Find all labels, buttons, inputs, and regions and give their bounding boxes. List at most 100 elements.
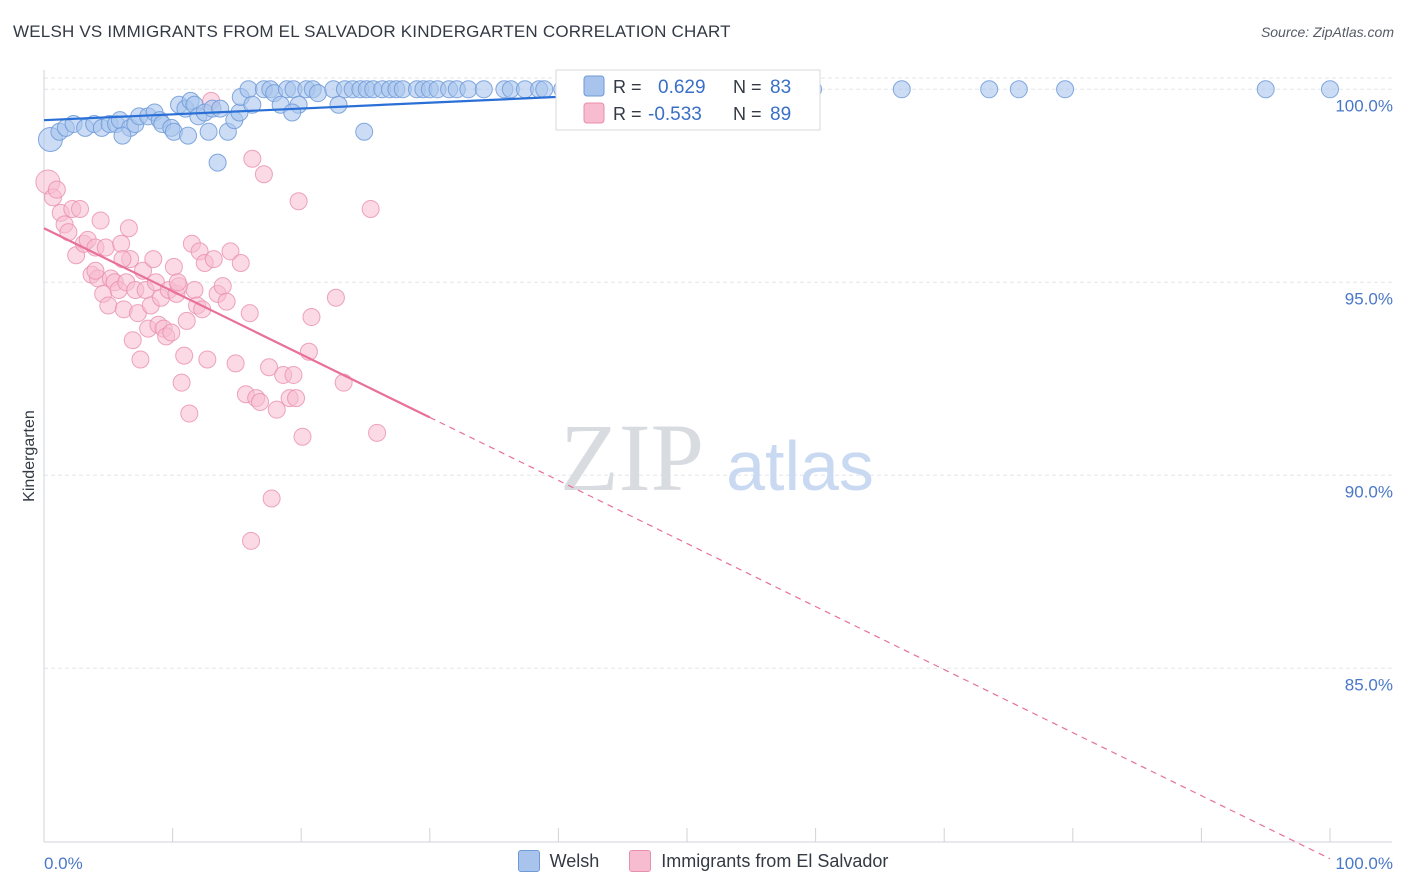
salvador-point (113, 250, 132, 269)
salvador-point (243, 149, 262, 168)
legend-item-welsh: Welsh (517, 850, 600, 872)
source-label: Source: ZipAtlas.com (1260, 24, 1394, 40)
legend-welsh-label: Welsh (549, 850, 600, 871)
salvador-point (226, 354, 245, 373)
salvador-point (162, 323, 181, 342)
welsh-point (535, 80, 554, 99)
salvador-point (177, 311, 196, 330)
welsh-point (208, 153, 227, 172)
salvador-point (293, 427, 312, 446)
salvador-point (204, 250, 223, 269)
legend-salvador-label: Immigrants from El Salvador (661, 850, 889, 871)
salvador-point (119, 219, 138, 238)
salvador-point (334, 373, 353, 392)
legend-swatch-salvador (583, 102, 605, 124)
welsh-swatch (517, 850, 540, 872)
salvador-point (267, 400, 286, 419)
legend-n-value-welsh: 83 (770, 77, 791, 98)
bottom-legend: Welsh Immigrants from El Salvador (0, 850, 1406, 872)
legend-r-value-welsh: 0.629 (658, 77, 706, 98)
salvador-point (231, 254, 250, 272)
legend-r-value-salvador: -0.533 (648, 104, 702, 125)
salvador-point (260, 358, 279, 377)
legend-r-label-welsh: R = (613, 77, 642, 97)
chart-title: WELSH VS IMMIGRANTS FROM EL SALVADOR KIN… (13, 22, 731, 41)
welsh-point (308, 84, 327, 103)
welsh-point (243, 95, 262, 114)
y-tick-label-2: 90.0% (1345, 482, 1393, 501)
salvador-point (326, 288, 345, 307)
salvador-trend-line (43, 227, 431, 419)
watermark: ZIP atlas (560, 404, 874, 511)
salvador-point (217, 292, 236, 311)
salvador-trend-extension (429, 416, 1331, 860)
welsh-point (355, 122, 374, 141)
legend-n-label-welsh: N = (733, 77, 762, 97)
salvador-point (144, 250, 163, 269)
salvador-point (262, 489, 281, 508)
y-axis-label: Kindergarten (21, 410, 38, 502)
gridlines (44, 77, 1392, 669)
salvador-point (131, 350, 150, 369)
legend-r-label-salvador: R = (613, 104, 642, 124)
watermark-atlas: atlas (726, 427, 874, 505)
salvador-point (198, 350, 217, 369)
salvador-point (180, 404, 199, 423)
welsh-point (892, 80, 911, 99)
welsh-point (113, 126, 132, 145)
welsh-point (1321, 80, 1339, 99)
salvador-point (242, 531, 261, 550)
legend-item-salvador: Immigrants from El Salvador (629, 850, 888, 872)
y-tick-label-3: 85.0% (1345, 675, 1393, 694)
salvador-point (168, 273, 187, 292)
salvador-point (254, 165, 273, 184)
welsh-point (239, 80, 258, 99)
welsh-point (980, 80, 999, 99)
salvador-point (47, 180, 66, 199)
welsh-point (179, 126, 198, 145)
welsh-point (1009, 80, 1028, 99)
salvador-point (164, 257, 183, 276)
y-tick-label-0: 100.0% (1335, 96, 1393, 115)
welsh-point (1056, 80, 1075, 99)
legend-n-value-salvador: 89 (770, 104, 791, 125)
salvador-point (251, 392, 270, 411)
salvador-point (123, 331, 142, 350)
welsh-point (211, 99, 230, 118)
x-tick-label-max: 100.0% (1335, 854, 1393, 873)
salvador-point (112, 234, 131, 253)
legend-swatch-welsh (583, 75, 605, 97)
salvador-point (287, 389, 306, 408)
legend-box: R = 0.629 N = 83 R = -0.533 N = 89 (555, 69, 821, 131)
axes (43, 70, 1392, 843)
x-tick-labels: 0.0% 100.0% (44, 854, 1393, 873)
salvador-points (35, 91, 387, 550)
welsh-point (329, 95, 348, 114)
y-tick-label-1: 95.0% (1345, 289, 1393, 308)
salvador-point (289, 192, 308, 211)
welsh-point (474, 80, 493, 99)
salvador-point (284, 365, 303, 384)
salvador-point (71, 199, 90, 218)
salvador-point (172, 373, 191, 392)
salvador-point (213, 277, 232, 296)
salvador-point (96, 238, 115, 257)
legend-n-label-salvador: N = (733, 104, 762, 124)
salvador-point (302, 308, 321, 327)
welsh-point (199, 122, 218, 141)
salvador-swatch (629, 850, 652, 872)
salvador-point (99, 296, 118, 315)
salvador-point (86, 261, 105, 280)
salvador-point (240, 304, 259, 323)
y-tick-labels: 100.0% 95.0% 90.0% 85.0% (1335, 96, 1393, 694)
salvador-point (368, 423, 387, 442)
salvador-point (175, 346, 194, 365)
salvador-point (185, 281, 204, 300)
salvador-point (221, 242, 240, 261)
welsh-point (459, 80, 478, 99)
welsh-point (1256, 80, 1275, 99)
x-tick-label-min: 0.0% (44, 854, 83, 873)
watermark-zip: ZIP (560, 404, 704, 511)
salvador-point (361, 199, 380, 218)
